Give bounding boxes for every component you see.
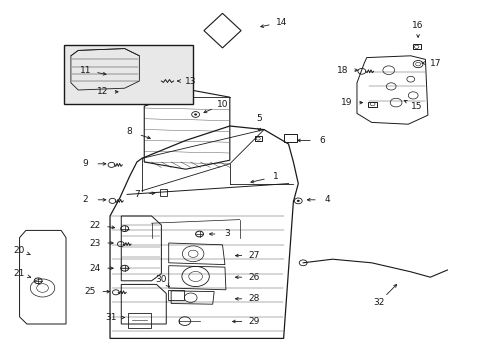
Text: 3: 3 bbox=[224, 230, 230, 238]
Text: 13: 13 bbox=[184, 77, 196, 85]
Text: 23: 23 bbox=[89, 239, 101, 248]
Text: 25: 25 bbox=[84, 287, 96, 296]
Text: 15: 15 bbox=[410, 102, 422, 111]
Text: 17: 17 bbox=[428, 58, 440, 68]
Text: 32: 32 bbox=[372, 298, 384, 307]
Text: 8: 8 bbox=[126, 127, 132, 136]
Text: 31: 31 bbox=[105, 313, 117, 322]
Text: 12: 12 bbox=[97, 87, 108, 96]
Text: 11: 11 bbox=[80, 66, 91, 75]
Text: 27: 27 bbox=[248, 251, 260, 260]
Text: 18: 18 bbox=[336, 66, 347, 75]
Text: 26: 26 bbox=[248, 273, 260, 282]
FancyBboxPatch shape bbox=[63, 45, 193, 104]
Text: 19: 19 bbox=[341, 98, 352, 107]
Text: 24: 24 bbox=[89, 264, 101, 273]
Text: 21: 21 bbox=[13, 269, 24, 278]
Text: 22: 22 bbox=[89, 220, 101, 230]
Text: 29: 29 bbox=[248, 317, 260, 326]
Text: 9: 9 bbox=[82, 159, 88, 168]
Text: 10: 10 bbox=[216, 100, 228, 109]
Text: 28: 28 bbox=[248, 294, 260, 303]
Text: 2: 2 bbox=[82, 195, 88, 204]
Circle shape bbox=[194, 113, 197, 116]
Text: 20: 20 bbox=[13, 246, 24, 255]
Text: 4: 4 bbox=[324, 195, 330, 204]
Text: 7: 7 bbox=[134, 190, 140, 199]
Circle shape bbox=[296, 200, 299, 202]
Text: 6: 6 bbox=[319, 136, 325, 145]
Text: 16: 16 bbox=[411, 22, 423, 31]
Text: 1: 1 bbox=[273, 172, 279, 181]
Text: 30: 30 bbox=[155, 274, 167, 284]
Text: 14: 14 bbox=[275, 18, 286, 27]
Text: 5: 5 bbox=[256, 114, 262, 123]
